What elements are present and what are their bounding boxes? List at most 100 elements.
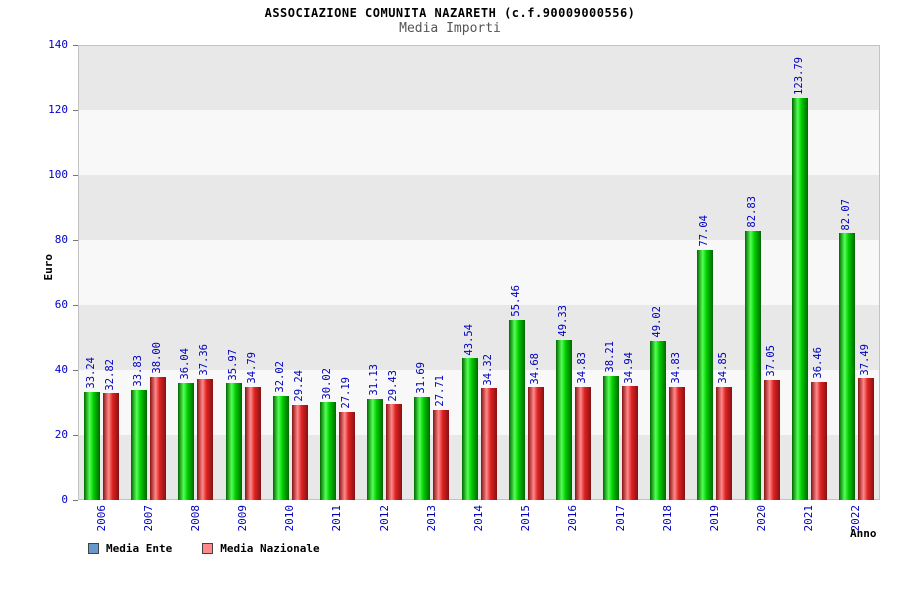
bar-value-label: 34.83 [575, 352, 588, 384]
y-tick-mark [73, 240, 78, 241]
chart-title: ASSOCIAZIONE COMUNITA NAZARETH (c.f.9000… [264, 6, 636, 20]
bar-value-label: 37.05 [764, 344, 777, 377]
bar-media-nazionale-2015 [527, 387, 544, 500]
category-label-2010: 2010 [283, 505, 297, 532]
bar-media-ente-2021 [791, 97, 808, 500]
bar-media-nazionale-2011 [338, 411, 355, 500]
category-label-2011: 2011 [330, 505, 344, 532]
y-tick-label: 60 [54, 298, 68, 311]
bar-value-label: 37.49 [858, 343, 871, 376]
y-tick-mark [73, 305, 78, 306]
category-label-2021: 2021 [802, 505, 816, 532]
bar-media-nazionale-2016 [574, 386, 591, 500]
bar-value-label: 36.04 [179, 348, 192, 380]
bar-value-label: 34.83 [670, 352, 683, 384]
bar-media-ente-2017 [603, 375, 620, 500]
bar-value-label: 29.43 [387, 369, 400, 402]
y-tick-label: 20 [54, 428, 68, 441]
bar-value-label: 31.13 [368, 364, 381, 396]
bar-media-ente-2016 [555, 339, 572, 500]
bar-value-label: 30.02 [320, 367, 333, 400]
category-label-2018: 2018 [660, 505, 674, 532]
bar-media-nazionale-2021 [810, 381, 827, 500]
bar-value-label: 38.21 [604, 341, 617, 373]
y-axis-title: Euro [42, 254, 55, 281]
bar-media-ente-2012 [367, 398, 384, 500]
bar-media-ente-2006 [84, 391, 101, 500]
bar-value-label: 27.71 [434, 375, 447, 407]
y-tick-mark [73, 370, 78, 371]
bar-value-label: 38.00 [151, 341, 164, 374]
legend-label-media-nazionale: Media Nazionale [220, 542, 320, 555]
x-axis-title: Anno [850, 527, 877, 540]
y-tick-label: 100 [48, 168, 68, 181]
bar-value-label: 34.68 [528, 352, 541, 385]
plot-band [78, 45, 880, 110]
bar-value-label: 32.02 [273, 361, 286, 393]
bar-media-ente-2009 [225, 383, 242, 500]
bar-media-ente-2010 [272, 395, 289, 500]
category-label-2009: 2009 [236, 505, 250, 532]
bar-value-label: 34.85 [717, 352, 730, 384]
category-label-2007: 2007 [141, 505, 155, 532]
bar-media-ente-2015 [508, 319, 525, 500]
category-label-2013: 2013 [424, 505, 438, 532]
category-label-2015: 2015 [519, 505, 533, 532]
y-tick-mark [73, 175, 78, 176]
bar-media-ente-2019 [697, 249, 714, 500]
legend-label-media-ente: Media Ente [106, 542, 173, 555]
bar-media-ente-2013 [414, 397, 431, 500]
y-tick-label: 40 [54, 363, 68, 376]
bar-value-label: 49.02 [651, 306, 664, 338]
bar-value-label: 32.82 [104, 358, 117, 391]
y-tick-mark [73, 500, 78, 501]
media-ente-swatch-icon [88, 543, 99, 554]
bar-value-label: 43.54 [462, 323, 475, 356]
bar-value-label: 77.04 [698, 215, 711, 247]
bar-media-nazionale-2010 [291, 404, 308, 500]
bar-media-nazionale-2006 [103, 393, 120, 500]
y-tick-label: 80 [54, 233, 68, 246]
bar-media-nazionale-2008 [197, 378, 214, 500]
bar-media-ente-2014 [461, 358, 478, 500]
bar-value-label: 34.94 [623, 351, 636, 384]
bar-value-label: 29.24 [292, 370, 305, 402]
bar-value-label: 27.19 [339, 377, 352, 409]
bar-media-nazionale-2009 [244, 386, 261, 500]
y-tick-label: 0 [61, 493, 68, 506]
bar-media-ente-2011 [319, 402, 336, 500]
bar-media-nazionale-2012 [386, 404, 403, 500]
category-label-2020: 2020 [755, 505, 769, 532]
bar-value-label: 34.32 [481, 353, 494, 386]
bar-media-nazionale-2014 [480, 388, 497, 500]
category-label-2016: 2016 [566, 505, 580, 532]
category-label-2014: 2014 [472, 505, 485, 532]
bar-media-ente-2018 [650, 340, 667, 500]
category-label-2012: 2012 [377, 505, 391, 532]
bar-media-ente-2022 [838, 233, 855, 500]
y-tick-label: 120 [48, 103, 68, 116]
bar-media-ente-2007 [131, 390, 148, 500]
bar-value-label: 82.83 [745, 196, 758, 228]
bar-media-ente-2020 [744, 230, 761, 500]
y-tick-mark [73, 435, 78, 436]
category-label-2008: 2008 [188, 505, 202, 532]
category-label-2017: 2017 [613, 505, 627, 532]
bar-value-label: 37.36 [198, 343, 211, 376]
bar-media-nazionale-2017 [622, 386, 639, 500]
y-tick-mark [73, 110, 78, 111]
plot-band [78, 175, 880, 240]
media-nazionale-swatch-icon [202, 543, 214, 554]
category-label-2019: 2019 [707, 505, 721, 532]
category-label-2006: 2006 [94, 505, 108, 532]
bar-media-nazionale-2013 [433, 409, 450, 500]
bar-value-label: 82.07 [839, 198, 852, 231]
bar-value-label: 123.79 [792, 56, 805, 95]
chart-subtitle: Media Importi [399, 21, 501, 36]
bar-value-label: 49.33 [556, 305, 569, 337]
bar-media-nazionale-2022 [857, 378, 874, 500]
legend-item-media-nazionale: Media Nazionale [202, 542, 320, 555]
legend: Media Ente Media Nazionale [88, 542, 320, 555]
